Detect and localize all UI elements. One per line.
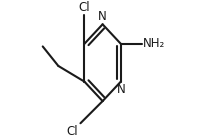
Text: Cl: Cl [66, 125, 78, 137]
Text: N: N [117, 83, 126, 96]
Text: Cl: Cl [79, 1, 90, 14]
Text: NH₂: NH₂ [143, 37, 165, 50]
Text: N: N [98, 10, 107, 23]
